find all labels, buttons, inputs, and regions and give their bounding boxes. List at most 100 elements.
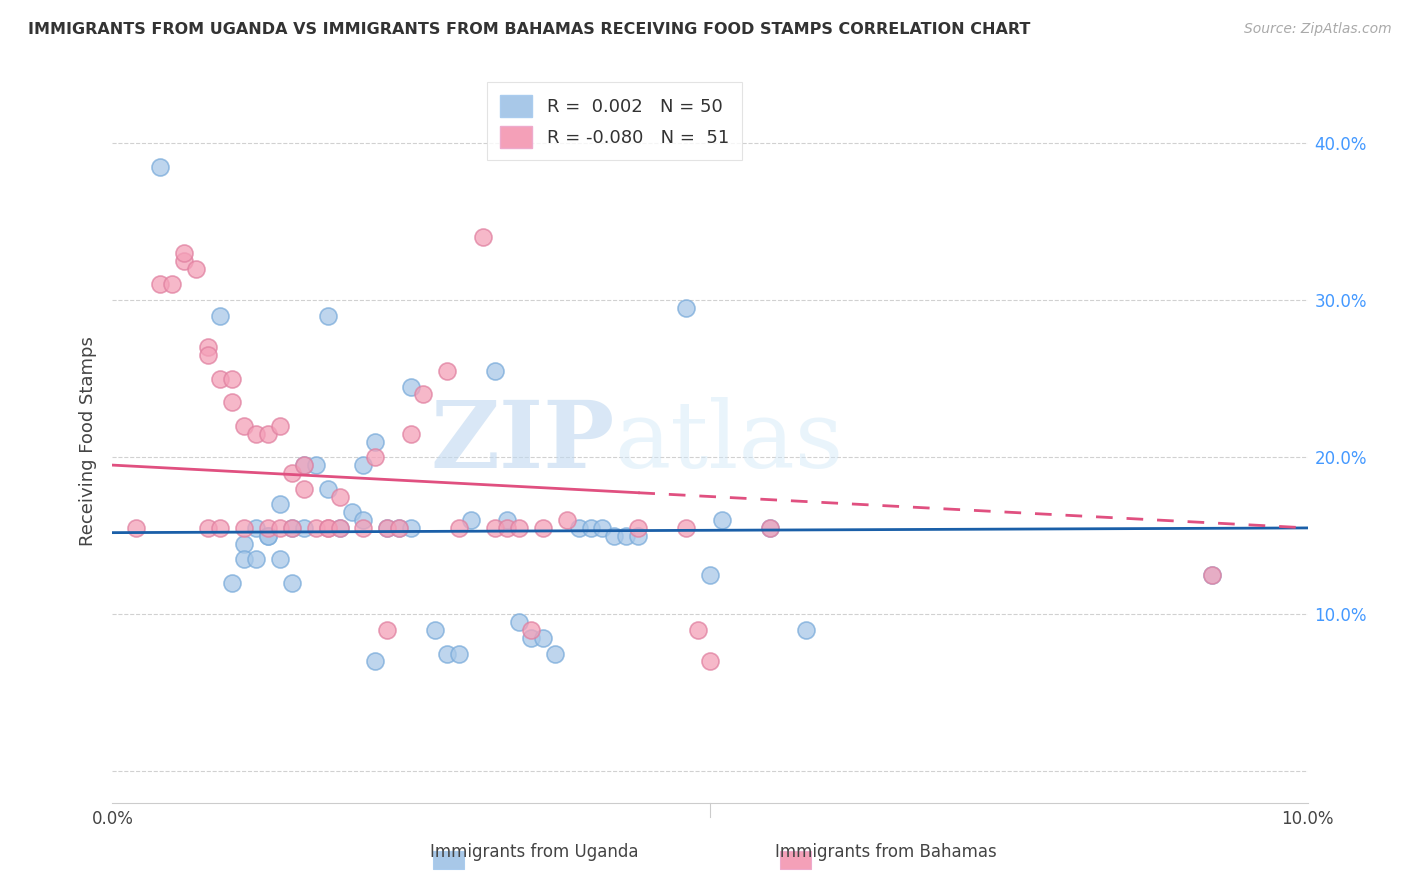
Point bbox=[592, 521, 614, 535]
Point bbox=[364, 434, 387, 449]
Point bbox=[460, 513, 482, 527]
Point bbox=[436, 647, 458, 661]
Text: Source: ZipAtlas.com: Source: ZipAtlas.com bbox=[1244, 22, 1392, 37]
Point bbox=[329, 490, 352, 504]
Point bbox=[316, 521, 339, 535]
Point bbox=[245, 521, 267, 535]
Point bbox=[579, 521, 602, 535]
Point bbox=[281, 521, 304, 535]
Point bbox=[627, 521, 650, 535]
Point bbox=[353, 521, 375, 535]
Point bbox=[209, 309, 232, 323]
Text: Immigrants from Bahamas: Immigrants from Bahamas bbox=[775, 843, 997, 861]
Point bbox=[508, 521, 530, 535]
Point bbox=[1201, 568, 1223, 582]
Point bbox=[209, 372, 232, 386]
Point bbox=[759, 521, 782, 535]
Point bbox=[209, 521, 232, 535]
Point bbox=[292, 458, 315, 472]
Point bbox=[412, 387, 434, 401]
Point bbox=[377, 623, 399, 637]
Point bbox=[257, 529, 280, 543]
Point bbox=[316, 482, 339, 496]
Point bbox=[449, 647, 471, 661]
Point bbox=[699, 655, 721, 669]
Point bbox=[269, 497, 291, 511]
Point bbox=[173, 246, 195, 260]
Point bbox=[425, 623, 447, 637]
Point bbox=[531, 521, 554, 535]
Point bbox=[401, 521, 423, 535]
Text: Immigrants from Uganda: Immigrants from Uganda bbox=[430, 843, 638, 861]
Point bbox=[281, 575, 304, 590]
Point bbox=[233, 552, 256, 566]
Point bbox=[388, 521, 411, 535]
Point bbox=[353, 513, 375, 527]
Text: atlas: atlas bbox=[614, 397, 844, 486]
Text: IMMIGRANTS FROM UGANDA VS IMMIGRANTS FROM BAHAMAS RECEIVING FOOD STAMPS CORRELAT: IMMIGRANTS FROM UGANDA VS IMMIGRANTS FRO… bbox=[28, 22, 1031, 37]
Point bbox=[173, 253, 195, 268]
Legend: R =  0.002   N = 50, R = -0.080   N =  51: R = 0.002 N = 50, R = -0.080 N = 51 bbox=[488, 82, 741, 161]
Point bbox=[543, 647, 565, 661]
Point bbox=[568, 521, 591, 535]
Point bbox=[531, 631, 554, 645]
Point bbox=[364, 655, 387, 669]
Point bbox=[269, 521, 291, 535]
Point bbox=[245, 552, 267, 566]
Text: ZIP: ZIP bbox=[430, 397, 614, 486]
Point bbox=[377, 521, 399, 535]
Point bbox=[329, 521, 352, 535]
Point bbox=[316, 309, 339, 323]
Point bbox=[508, 615, 530, 630]
Point bbox=[186, 261, 208, 276]
Point bbox=[197, 521, 219, 535]
Point bbox=[257, 426, 280, 441]
Point bbox=[292, 521, 315, 535]
Point bbox=[353, 458, 375, 472]
Point bbox=[688, 623, 710, 637]
Point bbox=[388, 521, 411, 535]
Point bbox=[233, 536, 256, 550]
Point bbox=[794, 623, 817, 637]
Point bbox=[221, 395, 243, 409]
Point bbox=[699, 568, 721, 582]
Point bbox=[759, 521, 782, 535]
Point bbox=[125, 521, 148, 535]
Point bbox=[149, 277, 172, 292]
Point bbox=[221, 575, 243, 590]
Point bbox=[233, 418, 256, 433]
Point bbox=[377, 521, 399, 535]
Point bbox=[281, 521, 304, 535]
Point bbox=[162, 277, 183, 292]
Point bbox=[364, 450, 387, 465]
Point bbox=[233, 521, 256, 535]
Point bbox=[197, 340, 219, 354]
Point bbox=[555, 513, 578, 527]
Point bbox=[281, 466, 304, 480]
Point bbox=[269, 552, 291, 566]
Point bbox=[305, 458, 328, 472]
Point bbox=[627, 529, 650, 543]
Point bbox=[484, 521, 506, 535]
Point bbox=[496, 513, 519, 527]
Point bbox=[401, 426, 423, 441]
Point bbox=[472, 230, 495, 244]
Point bbox=[269, 418, 291, 433]
Point bbox=[149, 160, 172, 174]
Point bbox=[675, 521, 697, 535]
Point bbox=[603, 529, 626, 543]
Y-axis label: Receiving Food Stamps: Receiving Food Stamps bbox=[79, 336, 97, 547]
Point bbox=[340, 505, 363, 519]
Point bbox=[675, 301, 697, 315]
Point bbox=[197, 348, 219, 362]
Point bbox=[245, 426, 267, 441]
Point bbox=[496, 521, 519, 535]
Point bbox=[257, 529, 280, 543]
Point bbox=[520, 631, 543, 645]
Point bbox=[520, 623, 543, 637]
Point bbox=[257, 521, 280, 535]
Point bbox=[221, 372, 243, 386]
Point bbox=[292, 482, 315, 496]
Point bbox=[616, 529, 638, 543]
Point bbox=[305, 521, 328, 535]
